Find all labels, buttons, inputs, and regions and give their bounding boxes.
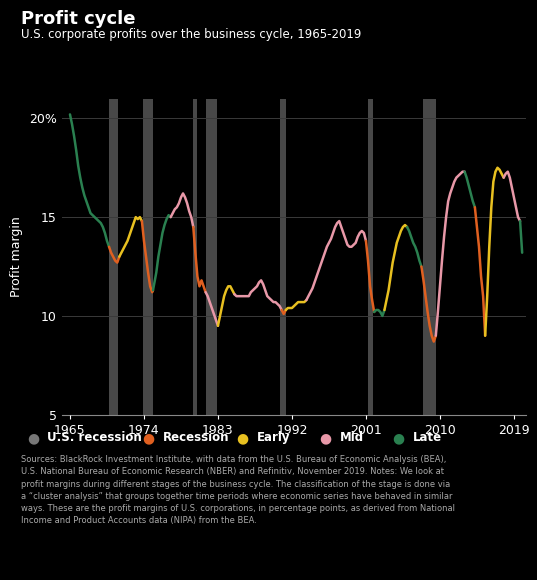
Bar	[423, 99, 436, 415]
Text: Profit cycle: Profit cycle	[21, 10, 136, 28]
Bar	[143, 99, 153, 415]
Bar	[206, 99, 217, 415]
Text: U.S. corporate profits over the business cycle, 1965-2019: U.S. corporate profits over the business…	[21, 28, 362, 41]
Text: Mid: Mid	[340, 432, 364, 444]
Y-axis label: Profit margin: Profit margin	[10, 216, 24, 297]
Text: ●: ●	[392, 431, 404, 445]
Bar	[193, 99, 198, 415]
Text: Recession: Recession	[163, 432, 229, 444]
Text: ●: ●	[142, 431, 155, 445]
Text: Sources: BlackRock Investment Institute, with data from the U.S. Bureau of Econo: Sources: BlackRock Investment Institute,…	[21, 455, 455, 525]
Text: ●: ●	[236, 431, 249, 445]
Text: Late: Late	[412, 432, 441, 444]
Text: ●: ●	[27, 431, 39, 445]
Text: ●: ●	[320, 431, 332, 445]
Bar	[368, 99, 373, 415]
Bar	[109, 99, 119, 415]
Text: U.S. recession: U.S. recession	[47, 432, 142, 444]
Text: Early: Early	[257, 432, 290, 444]
Bar	[280, 99, 286, 415]
